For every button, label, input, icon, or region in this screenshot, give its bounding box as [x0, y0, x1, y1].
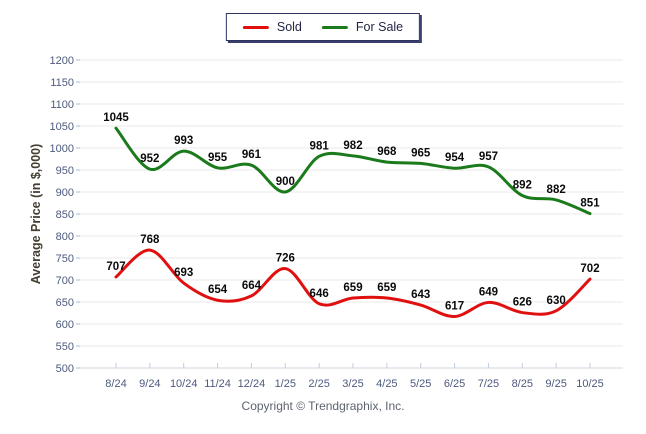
- data-label: 955: [208, 152, 228, 164]
- data-label: 768: [140, 234, 160, 246]
- data-label: 702: [580, 263, 599, 275]
- data-label: 851: [580, 198, 600, 210]
- x-tick-label: 12/24: [238, 378, 266, 390]
- data-label: 726: [276, 253, 295, 265]
- y-axis-title: Average Price (in $,000): [29, 144, 43, 285]
- data-label: 981: [310, 140, 330, 152]
- y-tick-label: 700: [56, 275, 74, 287]
- y-tick-label: 950: [56, 165, 74, 177]
- y-tick-label: 500: [56, 363, 74, 375]
- data-label: 643: [411, 289, 430, 301]
- data-label: 630: [547, 295, 566, 307]
- x-tick-label: 9/25: [545, 378, 566, 390]
- data-label-layer: 707 768 693 654 664 726 646 659 659 643 617 649 626 6…: [103, 112, 600, 312]
- x-tick-label: 10/24: [170, 378, 198, 390]
- x-tick-label: 5/25: [410, 378, 431, 390]
- for-sale-line-swatch: [321, 25, 348, 29]
- y-tick-label: 800: [56, 231, 74, 243]
- data-label: 961: [242, 149, 262, 161]
- data-label: 1045: [103, 112, 129, 124]
- axis-layer: 500 550 600 650 700 750 800 850 900 950 1000 1050 11…: [50, 55, 623, 390]
- data-label: 693: [174, 267, 193, 279]
- data-label: 707: [106, 261, 125, 273]
- y-tick-label: 900: [56, 187, 74, 199]
- series-layer: [114, 126, 592, 319]
- data-label: 982: [343, 140, 362, 152]
- y-tick-label: 1200: [50, 55, 74, 67]
- y-tick-label: 1050: [50, 121, 74, 133]
- data-label: 892: [513, 180, 532, 192]
- x-tick-label: 11/24: [204, 378, 231, 390]
- legend-item-for-sale: For Sale: [321, 20, 404, 34]
- chart-legend: Sold For Sale: [225, 13, 421, 41]
- data-label: 882: [547, 184, 566, 196]
- x-tick-label: 2/25: [308, 378, 329, 390]
- data-label: 659: [377, 282, 396, 294]
- x-tick-label: 8/24: [105, 378, 126, 390]
- legend-label-sold: Sold: [276, 20, 302, 34]
- x-tick-label: 3/25: [342, 378, 363, 390]
- y-tick-label: 600: [56, 319, 74, 331]
- data-label: 965: [411, 147, 431, 159]
- data-label: 654: [208, 284, 228, 296]
- legend-item-sold: Sold: [242, 20, 302, 34]
- data-label: 900: [276, 176, 295, 188]
- x-tick-label: 8/25: [512, 378, 533, 390]
- data-label: 968: [377, 146, 397, 158]
- copyright-text: Copyright © Trendgraphix, Inc.: [241, 399, 405, 413]
- x-tick-label: 10/25: [576, 378, 604, 390]
- grid-layer: [80, 59, 623, 347]
- sold-line-swatch: [242, 25, 269, 29]
- data-label: 617: [445, 301, 464, 313]
- y-tick-label: 850: [56, 209, 74, 221]
- x-tick-label: 7/25: [478, 378, 499, 390]
- data-label: 664: [242, 280, 262, 292]
- y-tick-label: 1150: [50, 77, 74, 89]
- x-tick-label: 1/25: [275, 378, 296, 390]
- data-label: 952: [140, 153, 159, 165]
- x-tick-label: 4/25: [376, 378, 397, 390]
- data-label: 626: [513, 297, 532, 309]
- x-tick-label: 9/24: [139, 378, 160, 390]
- y-tick-label: 1100: [50, 99, 74, 111]
- data-label: 659: [343, 282, 362, 294]
- y-tick-label: 650: [56, 297, 74, 309]
- y-tick-label: 750: [56, 253, 74, 265]
- data-label: 649: [479, 286, 498, 298]
- y-tick-label: 550: [56, 341, 74, 353]
- legend-label-for-sale: For Sale: [355, 20, 404, 34]
- x-tick-label: 6/25: [444, 378, 465, 390]
- data-label: 993: [174, 135, 193, 147]
- data-label: 957: [479, 151, 498, 163]
- series-line-for-sale: [114, 126, 592, 216]
- y-tick-label: 1000: [50, 143, 74, 155]
- data-label: 954: [445, 152, 465, 164]
- series-line-sold: [114, 248, 592, 319]
- data-label: 646: [310, 288, 329, 300]
